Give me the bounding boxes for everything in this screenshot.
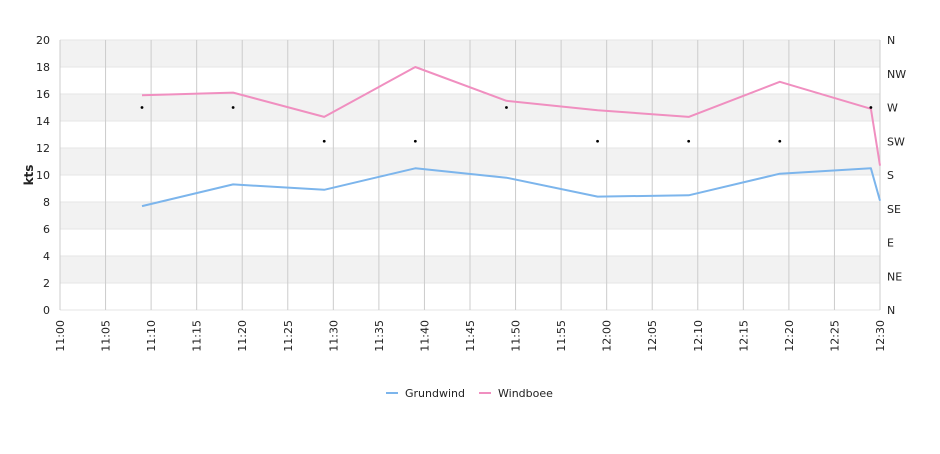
right-axis-ticks: N NE E SE S SW W NW N [887, 34, 906, 317]
y-tick-label: 8 [43, 196, 50, 209]
series-line-grundwind [141, 167, 881, 208]
y-tick-label: 20 [36, 34, 50, 47]
x-tick-label: 11:10 [145, 320, 158, 352]
y-tick-label: 18 [36, 61, 50, 74]
x-tick-label: 11:00 [54, 320, 67, 352]
y-tick-label: 0 [43, 304, 50, 317]
wind-direction-marker [231, 106, 235, 109]
wind-direction-marker [596, 139, 599, 143]
x-tick-label: 11:20 [236, 320, 249, 352]
x-tick-label: 12:20 [783, 320, 796, 352]
right-axis-tick-label: NW [887, 68, 906, 81]
x-tick-label: 11:50 [510, 320, 523, 352]
x-tick-label: 12:10 [692, 320, 705, 352]
x-tick-label: 12:30 [874, 320, 887, 352]
x-tick-label: 11:35 [373, 320, 386, 352]
direction-markers [140, 106, 873, 143]
y-tick-label: 10 [36, 169, 50, 182]
wind-direction-marker [687, 139, 691, 143]
x-tick-label: 11:55 [555, 320, 568, 352]
wind-direction-marker [505, 106, 508, 109]
x-tick-label: 11:25 [282, 320, 295, 352]
x-tick-label: 12:25 [828, 320, 841, 352]
right-axis-tick-label: SE [887, 203, 901, 216]
wind-direction-marker [778, 139, 782, 143]
x-tick-label: 11:05 [100, 320, 113, 352]
right-axis-tick-label: S [887, 169, 894, 182]
y-tick-label: 14 [36, 115, 50, 128]
x-axis-ticks: 11:00 11:05 11:10 11:15 11:20 11:25 11:30 11:35… [54, 320, 887, 352]
x-tick-label: 11:45 [464, 320, 477, 352]
right-axis-tick-label: W [887, 102, 898, 115]
series-line-windboee [141, 66, 881, 166]
wind-direction-marker [869, 106, 873, 109]
legend-item-label[interactable]: Windboee [498, 387, 553, 400]
x-tick-label: 11:15 [191, 320, 204, 352]
wind-direction-marker [413, 139, 417, 143]
x-tick-label: 11:30 [327, 320, 340, 352]
y-axis-ticks: 0 2 4 6 8 10 12 14 16 18 20 [36, 34, 50, 317]
wind-direction-marker [140, 106, 144, 109]
right-axis-tick-label: NE [887, 270, 902, 283]
right-axis-tick-label: N [887, 304, 895, 317]
right-axis-tick-label: N [887, 34, 895, 47]
y-tick-label: 4 [43, 250, 50, 263]
y-tick-label: 12 [36, 142, 50, 155]
legend-item-label[interactable]: Grundwind [405, 387, 465, 400]
y-tick-label: 6 [43, 223, 50, 236]
y-tick-label: 16 [36, 88, 50, 101]
wind-direction-marker [322, 139, 326, 143]
right-axis-tick-label: SW [887, 135, 905, 148]
y-tick-label: 2 [43, 277, 50, 290]
x-tick-label: 11:40 [418, 320, 431, 352]
x-tick-label: 12:15 [737, 320, 750, 352]
vertical-gridlines [59, 40, 881, 310]
x-tick-label: 12:00 [601, 320, 614, 352]
x-tick-label: 12:05 [646, 320, 659, 352]
right-axis-tick-label: E [887, 237, 894, 250]
y-axis-label: kts [22, 165, 36, 186]
series-layer [141, 66, 881, 208]
legend: Grundwind Windboee [386, 387, 553, 400]
